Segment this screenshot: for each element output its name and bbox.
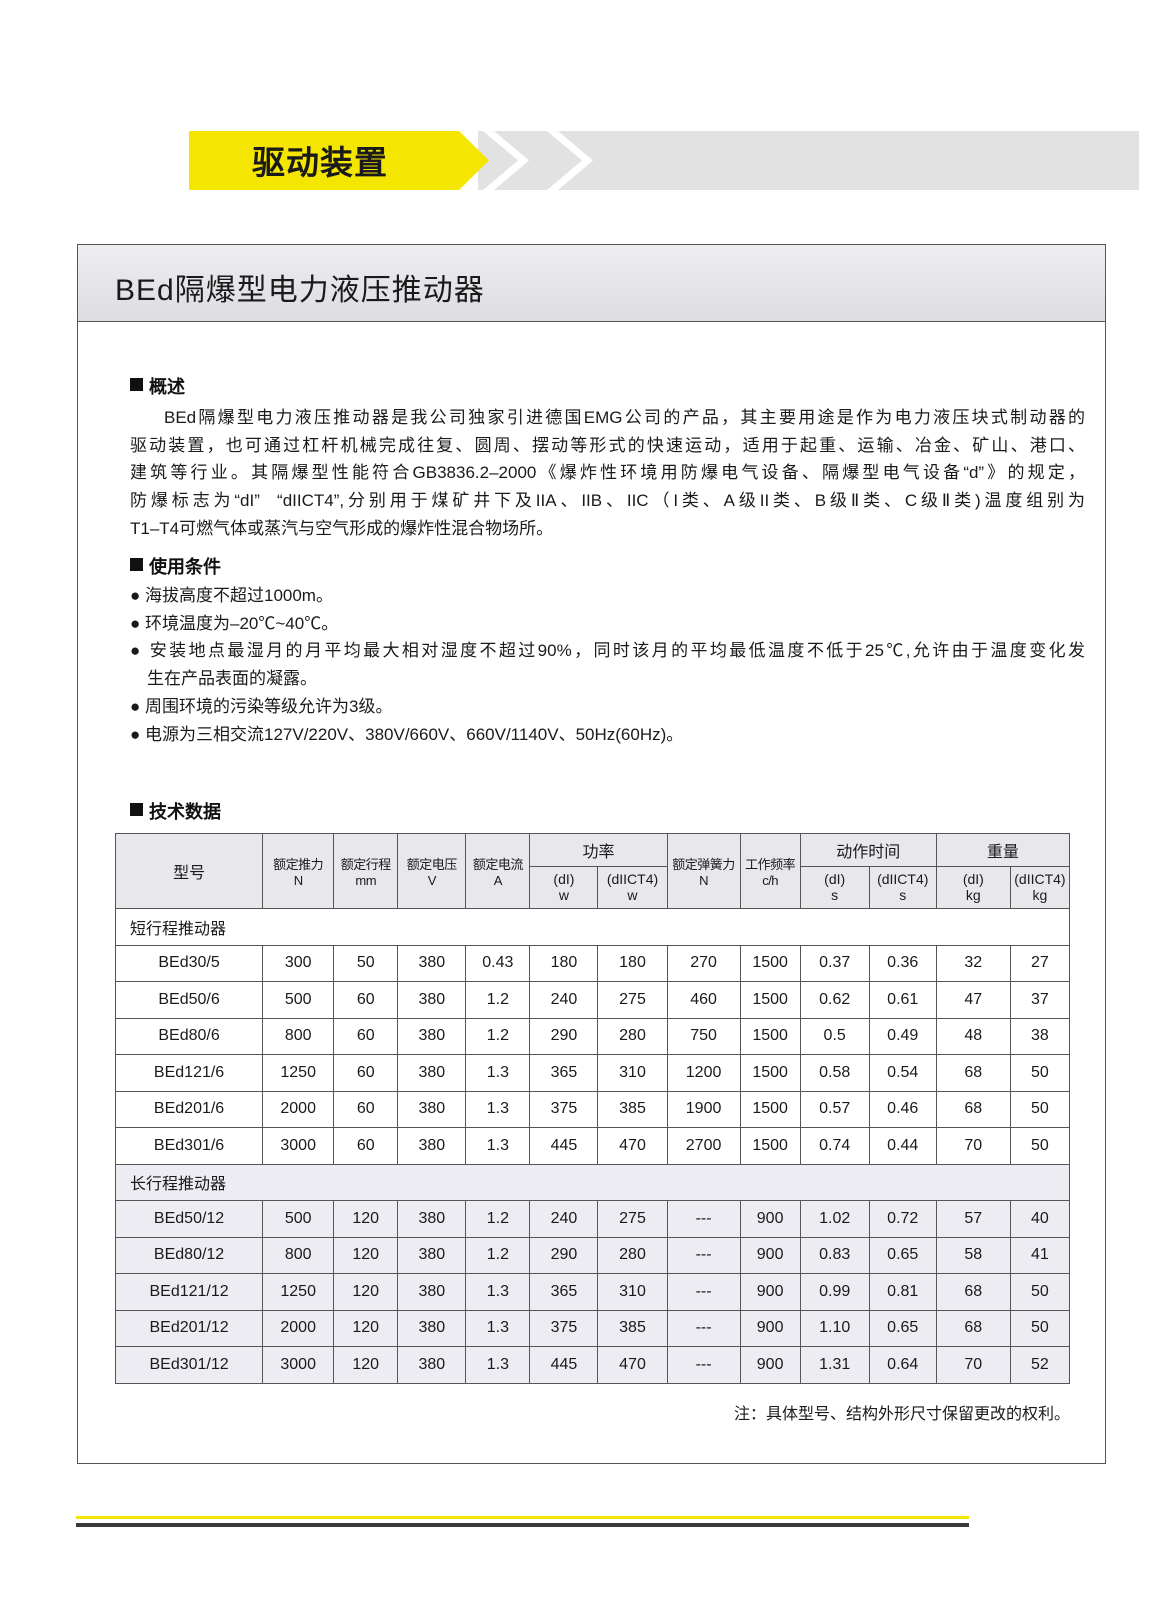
svg-text:驱动装置: 驱动装置 (252, 144, 388, 181)
